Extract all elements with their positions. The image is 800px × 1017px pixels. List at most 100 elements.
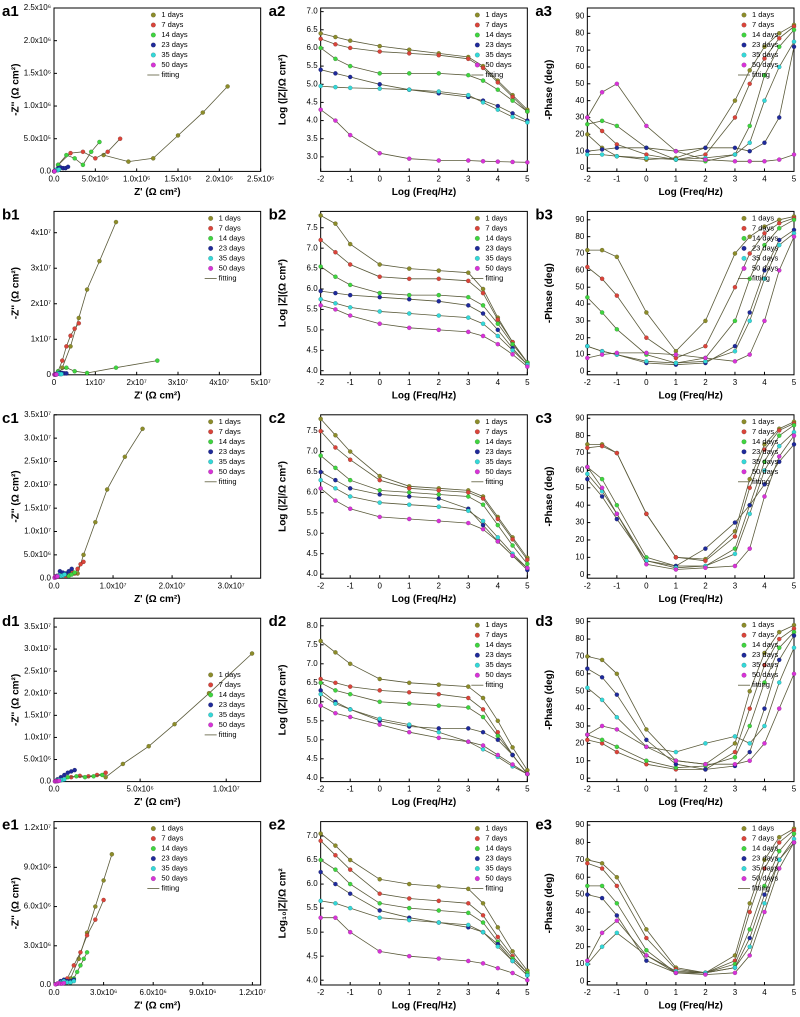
- data-point: [377, 49, 383, 54]
- data-point: [776, 64, 782, 70]
- x-tick-label: 4: [762, 175, 767, 184]
- y-tick-label: 7.0: [307, 7, 319, 16]
- panel: 0.0 3.0x10⁶ 6.0x10⁶ 9.0x10⁶ 1.2x10⁷ 0.0 3.0x10…: [2, 817, 266, 1012]
- x-tick-label: 0: [644, 581, 649, 590]
- y-axis-label: Log (|Z|/Ω cm²): [277, 54, 288, 125]
- data-point: [614, 749, 620, 755]
- data-point: [614, 714, 620, 720]
- data-point: [614, 123, 620, 129]
- legend-marker: [741, 856, 747, 862]
- legend-marker: [741, 662, 747, 668]
- data-point: [480, 303, 486, 308]
- data-point: [377, 876, 383, 882]
- data-point: [525, 973, 530, 978]
- data-point: [791, 27, 797, 33]
- legend-marker: [474, 215, 480, 221]
- legend-label: 23 days: [752, 650, 779, 659]
- data-point: [333, 307, 338, 312]
- data-point: [480, 747, 486, 752]
- y-tick-label: 4.0: [307, 975, 319, 984]
- legend-label: 50 days: [752, 263, 779, 272]
- y-tick-label: 4.5: [307, 549, 319, 558]
- x-tick-label: 1: [407, 175, 412, 184]
- data-point: [62, 772, 67, 778]
- x-tick-label: 3: [466, 378, 471, 387]
- data-point: [140, 426, 145, 432]
- data-point: [347, 857, 353, 863]
- data-point: [703, 318, 708, 324]
- data-point: [465, 684, 471, 689]
- y-axis-label: Log |Z|(Ω cm²): [277, 259, 288, 327]
- data-point: [480, 901, 486, 906]
- legend-marker: [474, 235, 480, 241]
- y-axis-label: -Z'' (Ω cm²): [11, 674, 22, 726]
- data-point: [436, 884, 442, 889]
- data-point: [465, 705, 471, 710]
- y-tick-label: 2.0x10⁷: [24, 480, 51, 489]
- legend-marker: [741, 52, 747, 58]
- legend-marker: [208, 255, 214, 261]
- y-tick-label: 2x10⁷: [31, 299, 51, 308]
- x-tick-label: -2: [317, 175, 325, 184]
- data-point: [585, 737, 590, 743]
- data-point: [318, 915, 323, 921]
- data-point: [585, 295, 590, 300]
- data-point: [480, 518, 486, 524]
- y-tick-label: 2.5x10⁶: [24, 3, 51, 12]
- data-point: [465, 958, 471, 964]
- data-point: [333, 56, 338, 62]
- legend-label: fitting: [219, 730, 237, 739]
- data-point: [377, 901, 383, 906]
- panel-label: a1: [2, 3, 19, 20]
- data-point: [480, 158, 486, 164]
- x-tick-label: 3: [733, 988, 738, 997]
- legend-label: 1 days: [752, 10, 774, 19]
- data-point: [406, 701, 412, 707]
- legend-marker: [741, 42, 747, 48]
- data-point: [406, 905, 412, 911]
- x-tick-label: 2: [437, 378, 442, 387]
- x-tick-label: 0: [644, 378, 649, 387]
- data-point: [72, 767, 77, 773]
- data-point: [747, 158, 753, 164]
- data-point: [599, 128, 605, 134]
- data-point: [776, 225, 782, 231]
- panel: -2 -1 0 1 2 3 4 5 4.0 4.5 5.0 5.5 6.0 6.5 7.0 7.5 Log (F…: [269, 410, 530, 605]
- data-point: [673, 360, 679, 366]
- x-tick-label: 6.0x10⁶: [140, 988, 167, 997]
- legend-label: 14 days: [485, 437, 512, 446]
- y-tick-label: 6.5: [307, 25, 319, 34]
- x-tick-label: 0: [377, 378, 382, 387]
- data-point: [703, 565, 708, 571]
- data-point: [747, 935, 753, 941]
- data-point: [525, 771, 530, 777]
- x-tick-label: -2: [317, 581, 325, 590]
- data-point: [377, 473, 383, 479]
- data-point: [599, 883, 605, 889]
- x-tick-label: 0: [377, 175, 382, 184]
- data-point: [347, 929, 353, 935]
- legend-marker: [474, 662, 480, 668]
- data-point: [347, 305, 353, 310]
- data-point: [465, 92, 471, 98]
- legend-marker: [208, 702, 214, 708]
- legend-marker: [474, 32, 480, 38]
- data-point: [791, 152, 797, 157]
- data-point: [318, 869, 323, 875]
- data-point: [333, 477, 338, 483]
- data-point: [69, 566, 75, 572]
- y-tick-label: 5.0x10⁶: [24, 550, 51, 559]
- data-point: [495, 733, 501, 739]
- data-point: [762, 680, 767, 685]
- data-point: [776, 680, 782, 685]
- plot-frame: [320, 210, 528, 376]
- y-tick-label: 1.5x10⁷: [24, 710, 51, 719]
- data-point: [599, 276, 605, 282]
- data-point: [465, 270, 471, 275]
- legend-marker: [474, 632, 480, 638]
- data-point: [406, 490, 412, 495]
- y-axis-label: -Phase (deg): [544, 670, 555, 730]
- data-point: [776, 237, 782, 243]
- data-point: [614, 883, 620, 889]
- y-tick-label: 40: [575, 704, 584, 713]
